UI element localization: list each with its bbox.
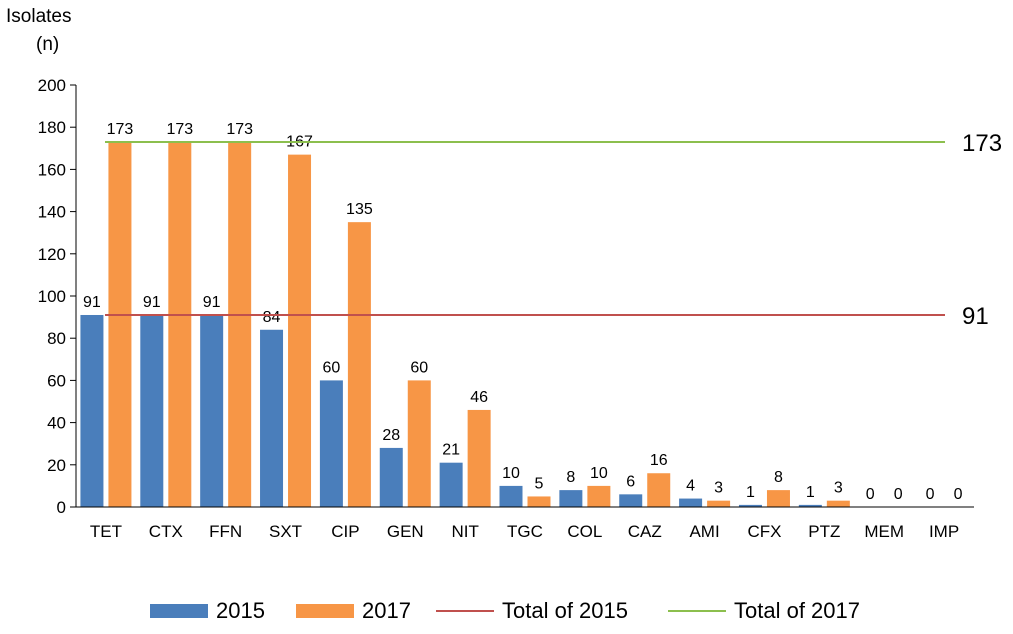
data-label-2017-ffn: 173 [226, 121, 253, 138]
bar-2015-tgc [499, 485, 523, 507]
bar-2015-ffn [200, 314, 224, 507]
legend-swatch-2017 [296, 604, 354, 618]
x-tick-label: CFX [747, 522, 781, 541]
legend-label-total-2017: Total of 2017 [734, 598, 860, 623]
bar-2015-ami [679, 498, 703, 507]
bar-2017-sxt [288, 154, 312, 507]
y-tick-label: 140 [38, 203, 66, 222]
legend-swatch-total-2015 [436, 610, 494, 612]
bar-2015-tet [80, 314, 104, 507]
data-label-2017-cfx: 8 [774, 469, 783, 486]
data-label-2015-ctx: 91 [143, 294, 161, 311]
x-tick-label: TET [90, 522, 122, 541]
data-label-2015-tet: 91 [83, 294, 101, 311]
bar-2015-gen [379, 447, 403, 507]
bar-2015-cfx [738, 504, 762, 507]
x-tick-label: PTZ [808, 522, 840, 541]
legend-label-2015: 2015 [216, 598, 265, 623]
y-tick-label: 80 [47, 329, 66, 348]
data-label-2015-mem: 0 [866, 486, 875, 503]
bar-2015-ctx [140, 314, 164, 507]
y-tick-label: 0 [57, 498, 66, 517]
data-label-2015-imp: 0 [926, 486, 935, 503]
bar-2017-tgc [527, 496, 551, 507]
bar-2017-col [587, 485, 611, 507]
bar-2017-cfx [766, 490, 790, 507]
bar-2015-sxt [260, 329, 284, 507]
legend-swatch-total-2017 [668, 610, 726, 612]
data-label-2017-caz: 16 [650, 452, 668, 469]
bar-2017-ami [707, 500, 731, 507]
legend-item-total-2015: Total of 2015 [436, 596, 628, 626]
x-tick-label: AMI [689, 522, 719, 541]
data-label-2017-gen: 60 [410, 359, 428, 376]
y-tick-label: 100 [38, 287, 66, 306]
y-tick-label: 60 [47, 371, 66, 390]
data-label-2017-ctx: 173 [166, 121, 193, 138]
x-tick-label: COL [567, 522, 602, 541]
bar-2015-cip [319, 380, 343, 507]
y-axis-label-line-1: Isolates [6, 6, 72, 27]
data-label-2017-ptz: 3 [834, 480, 843, 497]
reference-line-label-total-2017: 173 [962, 130, 1002, 157]
x-tick-label: CTX [149, 522, 183, 541]
x-tick-label: FFN [209, 522, 242, 541]
x-tick-label: NIT [451, 522, 478, 541]
x-tick-label: TGC [507, 522, 543, 541]
legend-item-2017: 2017 [296, 596, 411, 626]
y-tick-label: 180 [38, 118, 66, 137]
data-label-2015-caz: 6 [626, 473, 635, 490]
bar-2015-caz [619, 494, 643, 507]
bar-2015-col [559, 490, 583, 507]
bar-2015-ptz [798, 504, 822, 507]
bar-2015-nit [439, 462, 463, 507]
y-tick-label: 40 [47, 414, 66, 433]
data-label-2017-tet: 173 [107, 121, 134, 138]
x-tick-label: MEM [864, 522, 904, 541]
bar-2017-ffn [228, 141, 252, 507]
bar-chart: 02040608010012014016018020091173TET91173… [38, 76, 1002, 541]
data-label-2015-ptz: 1 [806, 484, 815, 501]
legend-label-total-2015: Total of 2015 [502, 598, 628, 623]
data-label-2017-imp: 0 [954, 486, 963, 503]
data-label-2015-cip: 60 [323, 359, 341, 376]
x-tick-label: CAZ [628, 522, 662, 541]
x-tick-label: IMP [929, 522, 959, 541]
legend-item-total-2017: Total of 2017 [668, 596, 860, 626]
y-tick-label: 120 [38, 245, 66, 264]
data-label-2017-col: 10 [590, 465, 608, 482]
data-label-2015-cfx: 1 [746, 484, 755, 501]
legend: 2015 2017 Total of 2015 Total of 2017 [0, 596, 1013, 626]
legend-swatch-2015 [150, 604, 208, 618]
data-label-2017-mem: 0 [894, 486, 903, 503]
legend-label-2017: 2017 [362, 598, 411, 623]
x-tick-label: GEN [387, 522, 424, 541]
y-tick-label: 200 [38, 76, 66, 95]
data-label-2017-tgc: 5 [535, 475, 544, 492]
y-tick-label: 160 [38, 160, 66, 179]
data-label-2017-cip: 135 [346, 201, 373, 218]
data-label-2015-ami: 4 [686, 478, 695, 495]
x-tick-label: CIP [331, 522, 359, 541]
y-tick-label: 20 [47, 456, 66, 475]
data-label-2015-sxt: 84 [263, 309, 281, 326]
bar-2017-tet [108, 141, 132, 507]
bar-2017-ptz [826, 500, 850, 507]
data-label-2015-ffn: 91 [203, 294, 221, 311]
bar-2017-ctx [168, 141, 192, 507]
data-label-2015-nit: 21 [442, 442, 460, 459]
x-tick-label: SXT [269, 522, 302, 541]
data-label-2015-gen: 28 [382, 427, 400, 444]
y-axis-label-line-2: (n) [36, 34, 60, 55]
bar-2017-caz [647, 473, 671, 507]
bar-2017-nit [467, 409, 491, 507]
data-label-2017-nit: 46 [470, 389, 488, 406]
bar-2017-cip [347, 222, 371, 507]
data-label-2015-col: 8 [566, 469, 575, 486]
data-label-2015-tgc: 10 [502, 465, 520, 482]
bar-2017-gen [407, 380, 431, 507]
data-label-2017-ami: 3 [714, 480, 723, 497]
legend-item-2015: 2015 [150, 596, 265, 626]
reference-line-label-total-2015: 91 [962, 303, 989, 330]
